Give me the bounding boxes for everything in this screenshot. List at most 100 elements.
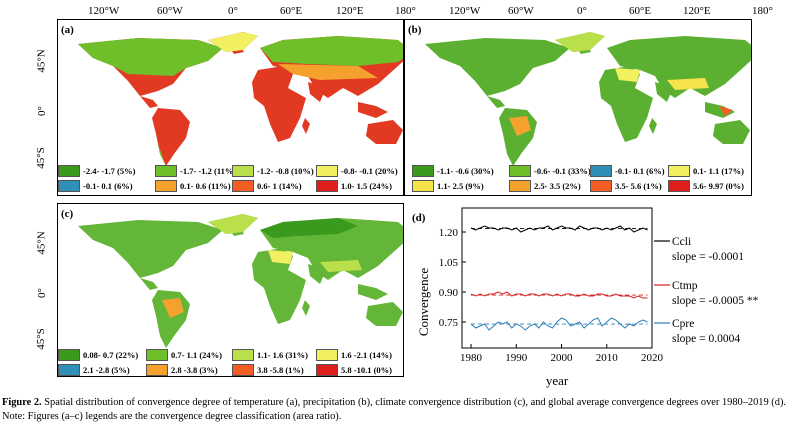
legend-swatch bbox=[590, 180, 612, 192]
legend-swatch bbox=[412, 165, 434, 177]
x-tick-label: 2000 bbox=[551, 352, 574, 364]
map-a-overlay bbox=[78, 32, 403, 166]
legend-swatch bbox=[316, 349, 338, 361]
legend-item: 0.1- 0.6 (11%) bbox=[155, 180, 231, 192]
y-ticks: 0.75 0.90 1.05 1.20 bbox=[439, 227, 466, 329]
legend-text: 1.0- 1.5 (24%) bbox=[341, 181, 392, 191]
legend-series-name: Cpre bbox=[672, 318, 694, 330]
legend-swatch bbox=[232, 349, 254, 361]
lon-tick: 120°E bbox=[336, 5, 364, 17]
series-lines bbox=[470, 225, 648, 331]
x-tick-label: 1990 bbox=[505, 352, 528, 364]
caption-text: Spatial distribution of convergence degr… bbox=[2, 397, 787, 422]
panel-c-label: (c) bbox=[61, 208, 74, 220]
legend-swatch bbox=[58, 349, 80, 361]
legend-slope: slope = -0.0001 bbox=[672, 251, 744, 263]
legend-text: -0.8- -0.1 (20%) bbox=[341, 166, 398, 176]
legend-text: 0.7- 1.1 (24%) bbox=[171, 350, 222, 360]
legend-text: 3.8 -5.8 (1%) bbox=[257, 365, 304, 375]
legend-text: -2.4- -1.7 (5%) bbox=[83, 166, 136, 176]
legend-swatch bbox=[316, 364, 338, 376]
legend-text: 2.5- 3.5 (2%) bbox=[534, 181, 581, 191]
legend-series-name: Ctmp bbox=[672, 280, 698, 292]
legend-swatch bbox=[668, 180, 690, 192]
legend-item: -1.1- -0.6 (30%) bbox=[412, 165, 494, 177]
legend-item: -0.6- -0.1 (33%) bbox=[509, 165, 591, 177]
legend-swatch bbox=[509, 165, 531, 177]
legend-item: 1.6 -2.1 (14%) bbox=[316, 349, 392, 361]
legend-item: 1.1- 2.5 (9%) bbox=[412, 180, 484, 192]
legend-item: 3.5- 5.6 (1%) bbox=[590, 180, 662, 192]
map-b bbox=[425, 32, 751, 166]
map-c bbox=[78, 214, 403, 348]
x-axis-label: year bbox=[546, 373, 569, 388]
lat-tick: 0° bbox=[35, 106, 48, 116]
legend-swatch bbox=[146, 364, 168, 376]
legend-swatch bbox=[509, 180, 531, 192]
x-tick-label: 2020 bbox=[641, 352, 664, 364]
legend-text: 1.6 -2.1 (14%) bbox=[341, 350, 392, 360]
legend-swatch bbox=[590, 165, 612, 177]
legend-item: 0.1- 1.1 (17%) bbox=[668, 165, 744, 177]
legend-text: -0.6- -0.1 (33%) bbox=[534, 166, 591, 176]
y-tick-label: 0.75 bbox=[439, 317, 459, 329]
legend-text: -0.1- 0.1 (6%) bbox=[615, 166, 665, 176]
legend-text: 0.1- 1.1 (17%) bbox=[693, 166, 744, 176]
lon-tick: 120°W bbox=[449, 5, 481, 17]
legend-swatch bbox=[668, 165, 690, 177]
legend-item: 2.8 -3.8 (3%) bbox=[146, 364, 218, 376]
x-tick-label: 1980 bbox=[460, 352, 483, 364]
x-tick-label: 2010 bbox=[596, 352, 619, 364]
y-tick-label: 0.90 bbox=[439, 287, 459, 299]
legend-swatch bbox=[232, 364, 254, 376]
legend-swatch bbox=[232, 165, 254, 177]
legend-item: -0.1- 0.1 (6%) bbox=[58, 180, 133, 192]
legend-text: -1.7- -1.2 (11%) bbox=[180, 166, 237, 176]
legend-text: -1.2- -0.8 (10%) bbox=[257, 166, 314, 176]
lon-tick: 180° bbox=[752, 5, 773, 17]
legend-slope: slope = -0.0005 ** bbox=[672, 295, 759, 307]
legend-text: 0.1- 0.6 (11%) bbox=[180, 181, 231, 191]
panel-d-line-chart: (d) Convergence year 0.75 0.90 1.05 1.20 19… bbox=[412, 207, 759, 388]
panel-a-temperature-map: (a) bbox=[57, 19, 404, 196]
legend-item: 5.8 -10.1 (0%) bbox=[316, 364, 392, 376]
lon-tick: 120°E bbox=[683, 5, 711, 17]
legend-item: -1.7- -1.2 (11%) bbox=[155, 165, 236, 177]
legend-item: 2.1 -2.8 (5%) bbox=[58, 364, 130, 376]
legend-swatch bbox=[412, 180, 434, 192]
legend-item: -0.8- -0.1 (20%) bbox=[316, 165, 398, 177]
legend-swatch bbox=[58, 165, 80, 177]
legend-item: -0.1- 0.1 (6%) bbox=[590, 165, 665, 177]
legend-item: -1.2- -0.8 (10%) bbox=[232, 165, 314, 177]
legend-item: 3.8 -5.8 (1%) bbox=[232, 364, 304, 376]
map-a bbox=[78, 32, 403, 166]
y-tick-label: 1.20 bbox=[439, 227, 459, 239]
y-tick-label: 1.05 bbox=[439, 257, 459, 269]
figure-caption: Figure 2. Spatial distribution of conver… bbox=[2, 396, 797, 424]
x-ticks: 1980 1990 2000 2010 2020 bbox=[460, 344, 664, 364]
panel-d-label: (d) bbox=[412, 212, 426, 224]
panel-c-climate-convergence-map: (c) bbox=[57, 203, 404, 377]
panel-a-label: (a) bbox=[61, 24, 74, 36]
legend-series-name: Ccli bbox=[672, 236, 691, 248]
legend-text: 0.08- 0.7 (22%) bbox=[83, 350, 139, 360]
legend-slope: slope = 0.0004 bbox=[672, 333, 740, 345]
lat-tick: 45°N bbox=[35, 49, 48, 73]
plot-frame bbox=[461, 207, 653, 349]
chart-legend: Ccli slope = -0.0001 Ctmp slope = -0.0005 *… bbox=[654, 236, 759, 345]
lon-tick: 0° bbox=[228, 5, 238, 17]
lat-tick: 0° bbox=[35, 288, 48, 298]
legend-swatch bbox=[58, 364, 80, 376]
legend-text: 1.1- 2.5 (9%) bbox=[437, 181, 484, 191]
legend-item: 0.6- 1 (14%) bbox=[232, 180, 302, 192]
legend-swatch bbox=[58, 180, 80, 192]
lat-tick: 45°S bbox=[34, 328, 47, 350]
legend-swatch bbox=[155, 165, 177, 177]
legend-item: 1.0- 1.5 (24%) bbox=[316, 180, 392, 192]
legend-item: 2.5- 3.5 (2%) bbox=[509, 180, 581, 192]
legend-text: 2.1 -2.8 (5%) bbox=[83, 365, 130, 375]
caption-label: Figure 2. bbox=[2, 397, 42, 408]
legend-text: -1.1- -0.6 (30%) bbox=[437, 166, 494, 176]
y-axis-label: Convergence bbox=[416, 268, 431, 337]
legend-text: -0.1- 0.1 (6%) bbox=[83, 181, 133, 191]
